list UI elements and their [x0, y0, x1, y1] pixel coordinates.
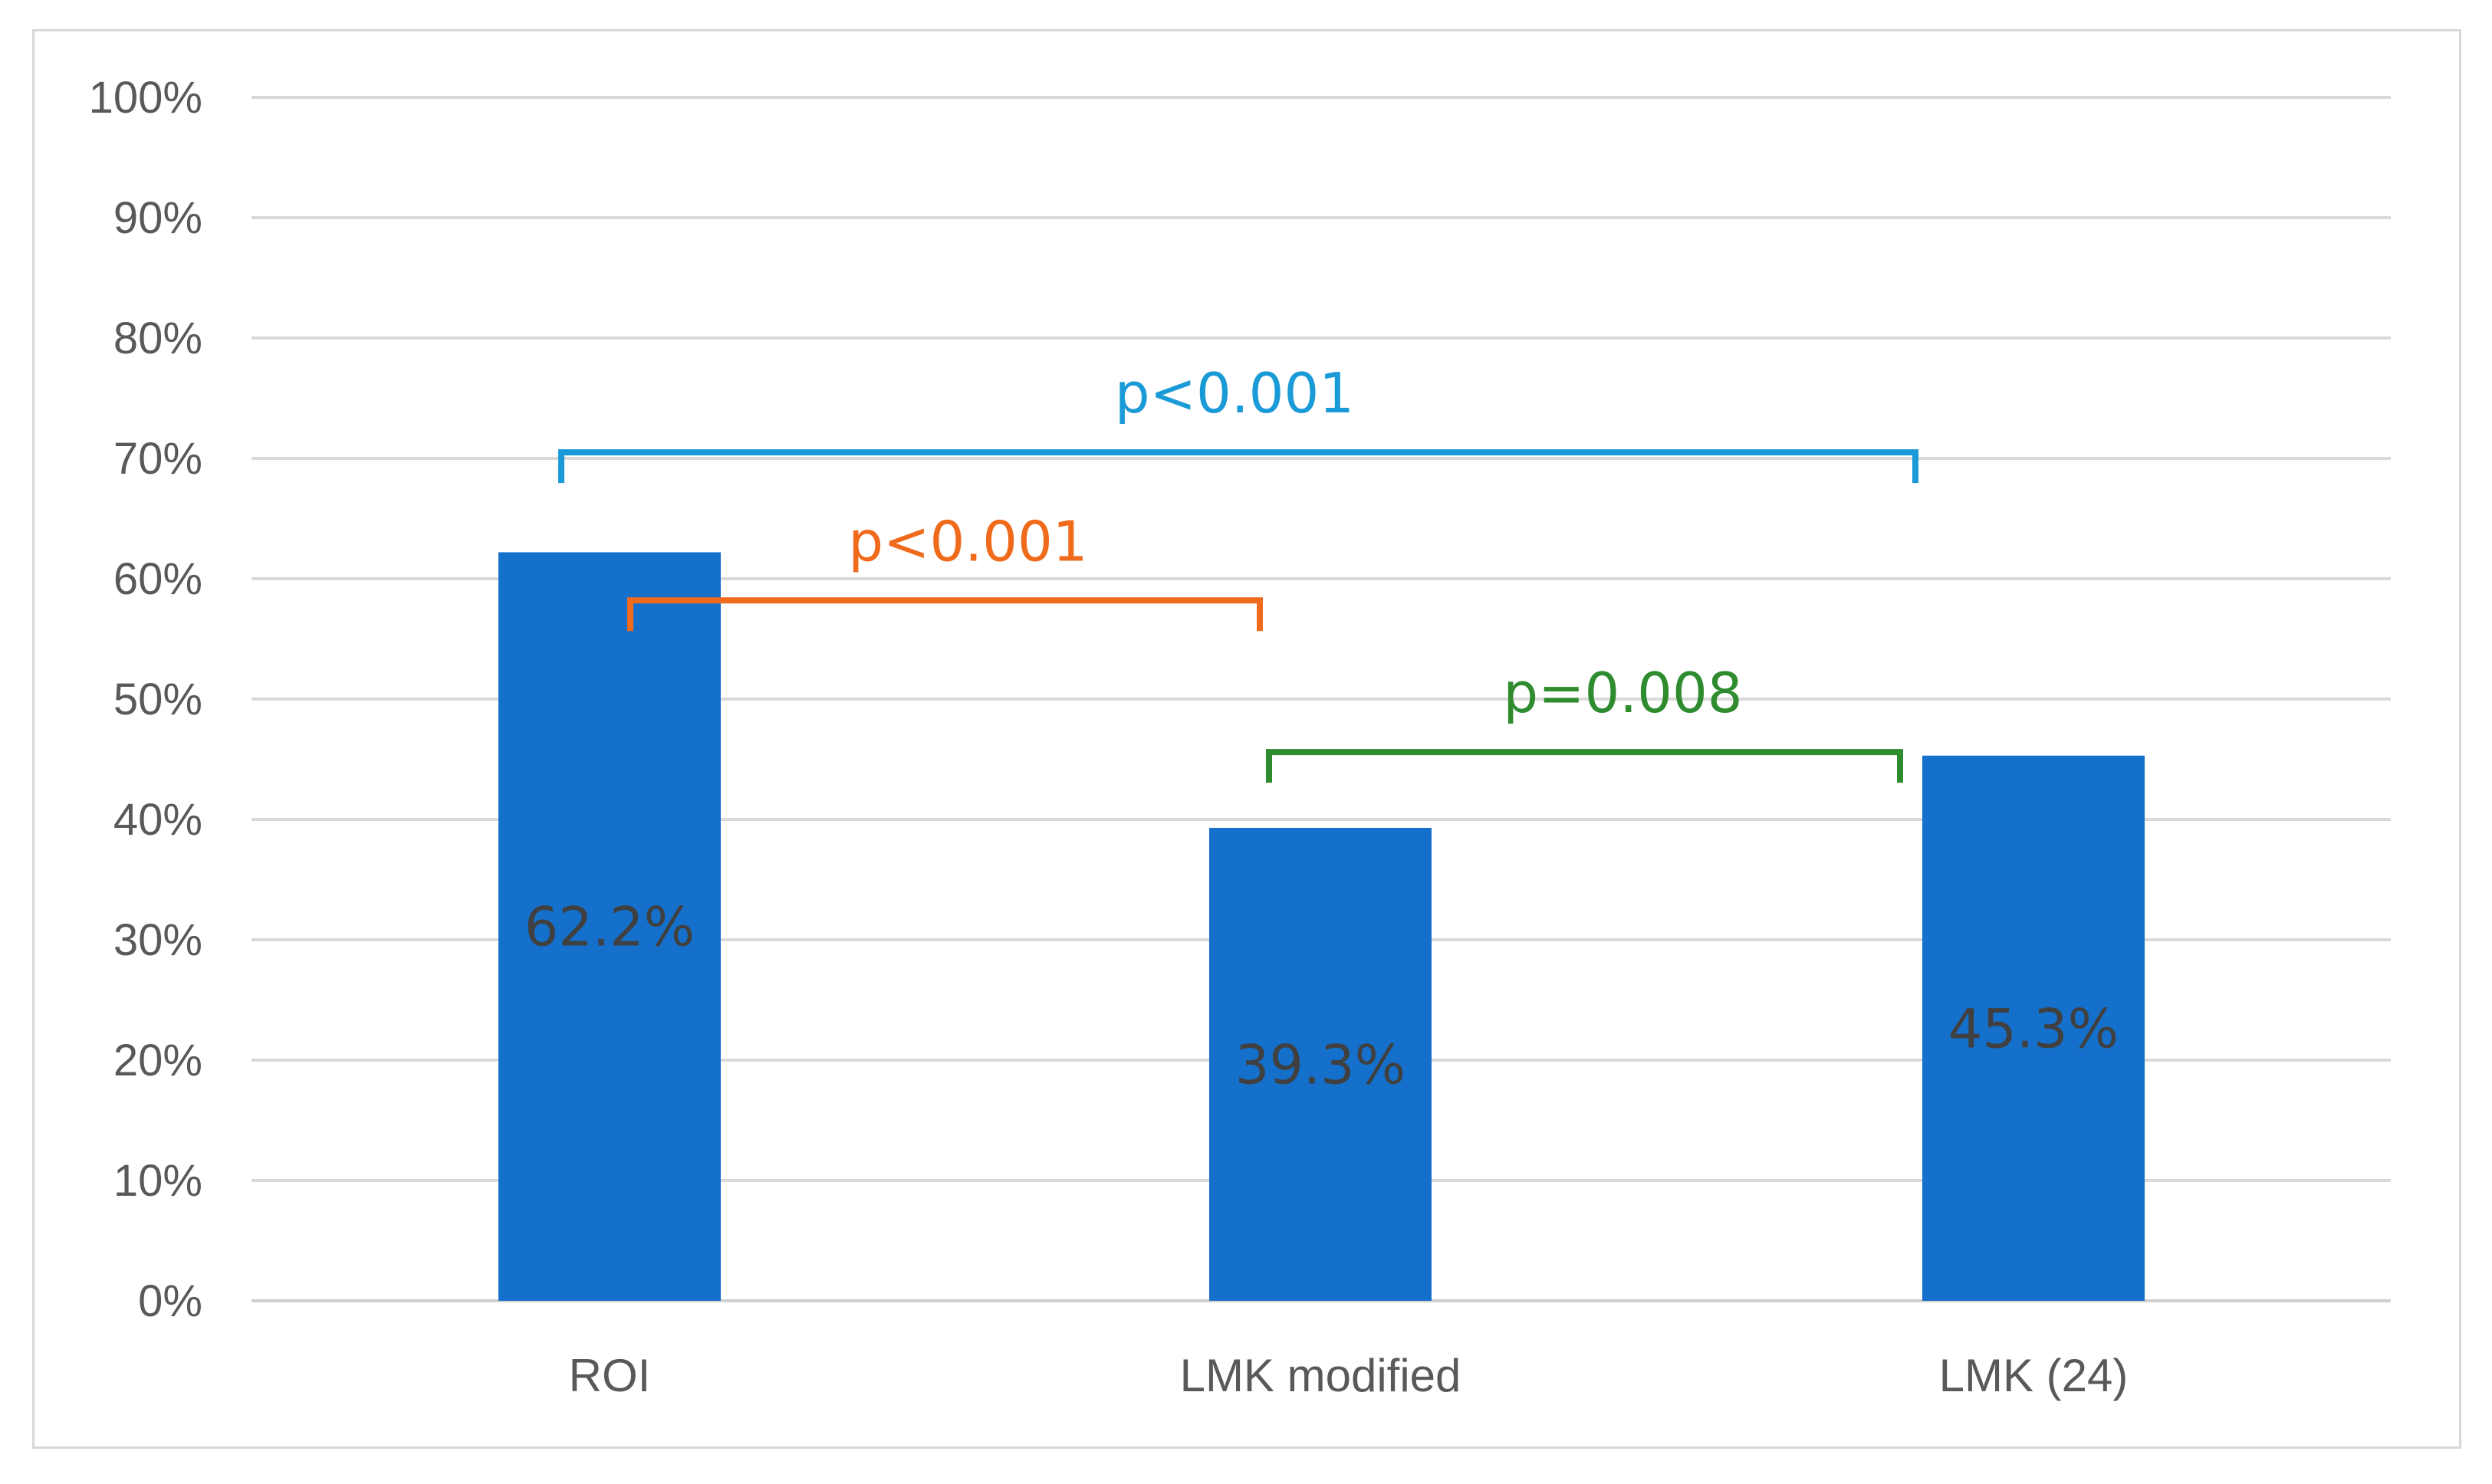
- category-label: LMK modified: [1180, 1350, 1461, 1401]
- y-tick-label: 20%: [113, 1036, 202, 1085]
- bar: [1922, 755, 2145, 1301]
- y-axis-ticks: 0% 10% 20% 30% 40% 50% 60% 70% 80% 90% 100%: [89, 73, 202, 1326]
- category-label: ROI: [569, 1350, 651, 1401]
- bars: [498, 552, 2145, 1301]
- y-tick-label: 0%: [138, 1276, 202, 1326]
- y-tick-label: 50%: [113, 675, 202, 724]
- data-label: 39.3%: [1235, 1033, 1405, 1096]
- y-tick-label: 100%: [89, 73, 202, 123]
- significance-bracket: [1266, 749, 1903, 783]
- bar: [1209, 827, 1432, 1301]
- data-labels: 62.2% 39.3% 45.3%: [524, 896, 2119, 1097]
- y-tick-label: 40%: [113, 795, 202, 845]
- y-tick-label: 30%: [113, 915, 202, 965]
- data-label: 45.3%: [1948, 997, 2119, 1060]
- y-tick-label: 60%: [113, 554, 202, 604]
- significance-annotations: p<0.001 p<0.001 p=0.008: [558, 361, 1918, 783]
- category-label: LMK (24): [1939, 1350, 2129, 1401]
- bar: [498, 552, 721, 1301]
- significance-bracket: [558, 449, 1918, 484]
- p-value-label: p<0.001: [848, 509, 1087, 573]
- x-axis-categories: ROI LMK modified LMK (24): [569, 1350, 2129, 1401]
- y-tick-label: 90%: [113, 193, 202, 243]
- y-tick-label: 70%: [113, 434, 202, 484]
- y-tick-label: 10%: [113, 1156, 202, 1206]
- data-label: 62.2%: [524, 896, 695, 959]
- p-value-label: p=0.008: [1503, 661, 1742, 725]
- significance-bracket: [627, 597, 1263, 632]
- y-tick-label: 80%: [113, 314, 202, 363]
- p-value-label: p<0.001: [1115, 361, 1354, 425]
